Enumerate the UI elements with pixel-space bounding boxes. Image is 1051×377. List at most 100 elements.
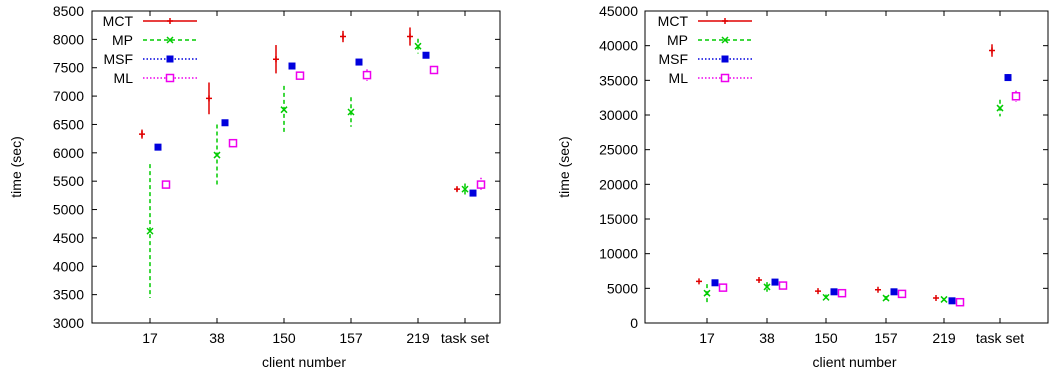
point-marker — [721, 55, 729, 63]
legend-label: MCT — [658, 13, 689, 29]
series-ml — [161, 65, 486, 192]
point-marker — [837, 288, 847, 298]
legend-label: MSF — [658, 51, 688, 67]
point-marker — [955, 297, 965, 307]
point-marker — [166, 55, 174, 63]
legend-label: MCT — [103, 13, 134, 29]
y-tick-label: 7500 — [53, 60, 84, 76]
x-tick-label: task set — [976, 330, 1024, 346]
legend-label: MSF — [103, 51, 133, 67]
x-axis-title: client number — [262, 354, 346, 370]
point-marker — [280, 106, 288, 114]
point-marker — [221, 119, 229, 127]
y-tick-label: 5500 — [53, 173, 84, 189]
point-marker — [940, 295, 948, 303]
point-marker — [882, 294, 890, 302]
point-marker — [146, 227, 154, 235]
point-marker — [355, 58, 363, 66]
x-tick-label: 150 — [272, 330, 296, 346]
left-chart: 3000 3500 4000 4500 5000 5500 6000 6500 7000 7500… — [8, 3, 501, 370]
y-tick-label: 35000 — [599, 72, 638, 88]
legend-label: MP — [667, 32, 688, 48]
point-marker — [897, 289, 907, 299]
y-tick-label: 45000 — [599, 3, 638, 19]
point-marker — [139, 131, 145, 138]
point-marker — [1004, 74, 1012, 82]
y-tick-label: 20000 — [599, 176, 638, 192]
point-marker — [206, 95, 212, 102]
point-marker — [711, 279, 719, 287]
y-tick-label: 15000 — [599, 211, 638, 227]
x-tick-label: 219 — [406, 330, 430, 346]
point-marker — [830, 288, 838, 296]
point-marker — [720, 73, 730, 83]
y-tick-label: 6000 — [53, 145, 84, 161]
point-marker — [875, 286, 881, 293]
point-marker — [469, 189, 477, 197]
y-tick-label: 3000 — [53, 315, 84, 331]
y-tick-label: 40000 — [599, 38, 638, 54]
x-tick-label: 150 — [814, 330, 838, 346]
series-mct — [139, 27, 460, 193]
point-marker — [778, 281, 788, 290]
legend-label: MP — [112, 32, 133, 48]
y-tick-label: 30000 — [599, 107, 638, 123]
point-marker — [167, 18, 173, 24]
x-tick-label: 157 — [339, 330, 363, 346]
point-marker — [989, 47, 995, 54]
x-tick-label: 17 — [142, 330, 158, 346]
point-marker — [933, 295, 939, 302]
y-axis-title: time (sec) — [8, 136, 24, 197]
y-tick-label: 4500 — [53, 230, 84, 246]
point-marker — [822, 293, 830, 301]
point-marker — [454, 186, 460, 193]
point-marker — [228, 138, 238, 148]
x-tick-label: 157 — [874, 330, 898, 346]
plot-frame — [644, 10, 1049, 324]
x-tick-label: 38 — [209, 330, 225, 346]
point-marker — [362, 70, 372, 80]
point-marker — [1011, 92, 1021, 101]
point-marker — [165, 73, 175, 83]
point-marker — [288, 62, 296, 70]
x-tick-label: 219 — [932, 330, 956, 346]
series-msf — [711, 74, 1012, 305]
legend-label: ML — [114, 70, 134, 86]
point-marker — [696, 278, 702, 285]
series-mct — [696, 44, 995, 302]
x-tick-label: 38 — [759, 330, 775, 346]
point-marker — [166, 36, 174, 44]
y-tick-label: 7000 — [53, 88, 84, 104]
series-msf — [154, 51, 477, 197]
point-marker — [154, 143, 162, 151]
series-ml — [718, 90, 1021, 307]
point-marker — [718, 283, 728, 292]
y-tick-label: 8000 — [53, 31, 84, 47]
point-marker — [295, 71, 305, 80]
series-mp — [703, 99, 1004, 303]
point-marker — [273, 56, 279, 63]
point-marker — [407, 33, 413, 40]
y-tick-label: 5000 — [607, 280, 638, 296]
point-marker — [476, 180, 486, 189]
point-marker — [815, 288, 821, 295]
x-axis-title: client number — [812, 354, 896, 370]
point-marker — [461, 185, 469, 193]
y-tick-label: 10000 — [599, 246, 638, 262]
point-marker — [763, 283, 771, 291]
point-marker — [721, 36, 729, 44]
point-marker — [414, 42, 422, 50]
point-marker — [347, 108, 355, 116]
y-tick-label: 8500 — [53, 3, 84, 19]
x-tick-label: 17 — [699, 330, 715, 346]
y-tick-label: 0 — [630, 315, 638, 331]
series-mp — [146, 38, 469, 299]
y-tick-label: 25000 — [599, 142, 638, 158]
point-marker — [756, 277, 762, 284]
point-marker — [722, 18, 728, 24]
point-marker — [429, 65, 439, 75]
point-marker — [161, 180, 171, 189]
point-marker — [890, 288, 898, 296]
point-marker — [213, 151, 221, 159]
point-marker — [771, 278, 779, 286]
